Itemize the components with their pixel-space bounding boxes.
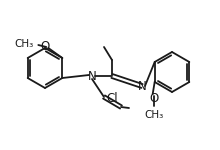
Text: CH₃: CH₃: [144, 110, 163, 120]
Text: N: N: [88, 69, 96, 82]
Text: O: O: [149, 92, 158, 105]
Text: CH₃: CH₃: [14, 39, 33, 49]
Text: N: N: [138, 80, 146, 93]
Text: Cl: Cl: [106, 93, 118, 105]
Text: O: O: [41, 39, 50, 52]
